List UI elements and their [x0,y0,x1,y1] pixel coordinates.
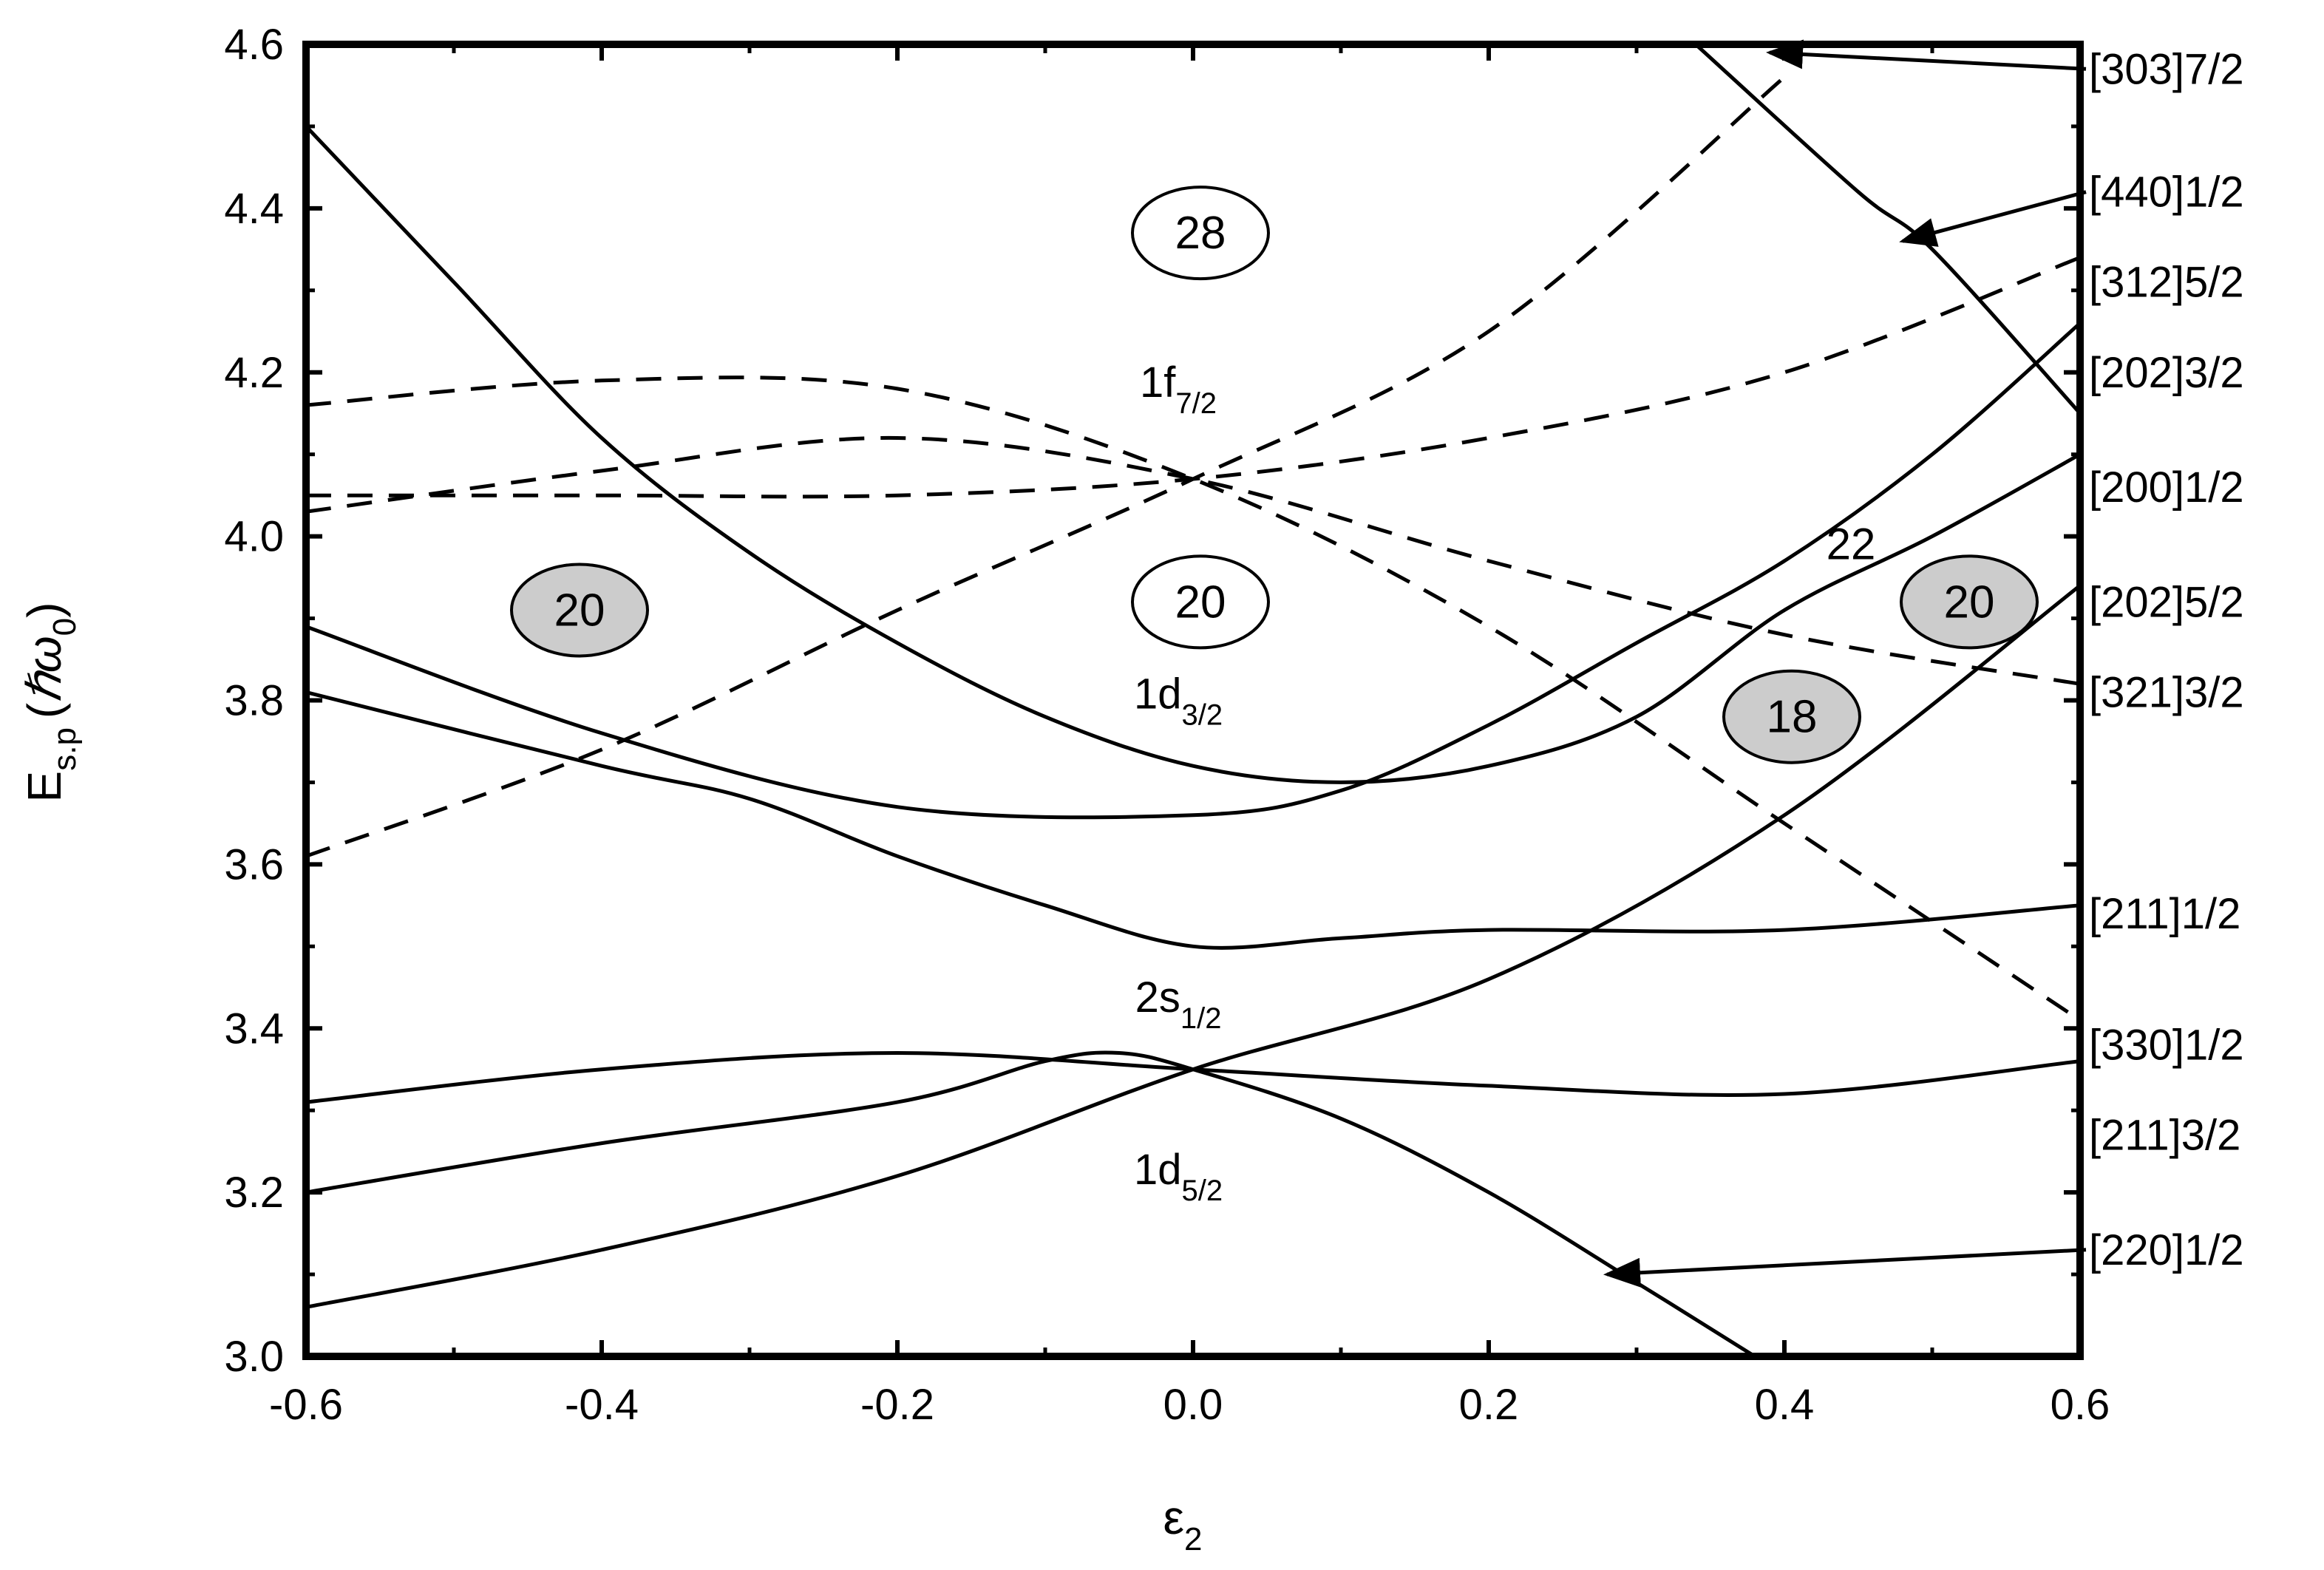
svg-text:28: 28 [1175,208,1226,259]
nilsson-label: [321]3/2 [2089,668,2244,716]
x-tick-label: -0.6 [269,1381,343,1429]
axis-ticks [304,42,2082,1359]
x-tick-label: -0.2 [860,1381,934,1429]
nilsson-label: [440]1/2 [2089,169,2244,217]
nilsson-label: [211]3/2 [2089,1111,2240,1159]
magic-number: 20 [1900,554,2039,650]
nilsson-label: [202]3/2 [2089,349,2244,397]
y-tick-label: 4.4 [224,185,284,233]
nilsson-label: [200]1/2 [2089,463,2244,512]
magic-number: 20 [510,563,649,658]
nilsson-label: [202]5/2 [2089,578,2244,626]
nilsson-label: [312]5/2 [2089,259,2244,307]
label-arrows [1603,39,2087,1288]
label-arrow [1899,190,2087,247]
level-curve [306,1050,1756,1356]
label-arrow [1766,39,2087,71]
svg-text:18: 18 [1767,692,1818,743]
y-tick-label: 3.2 [224,1169,284,1217]
x-tick-label: 0.4 [1755,1381,1815,1429]
nilsson-label: [303]7/2 [2089,45,2244,93]
y-tick-label: 3.6 [224,840,284,888]
magic-number: 28 [1131,186,1270,281]
level-curve [306,584,2080,1309]
y-axis-label: Es.p(ℏω0) [18,602,83,803]
orbital-label: 2s1/2 [1135,973,1222,1035]
svg-text:20: 20 [554,585,605,636]
magic-number: 18 [1722,669,1861,764]
orbital-label: 1f7/2 [1140,358,1217,420]
svg-text:20: 20 [1175,577,1226,628]
y-tick-label: 3.8 [224,677,284,725]
level-curve [306,75,1786,858]
magic-number: 20 [1131,554,1270,650]
x-tick-label: -0.4 [565,1381,639,1429]
y-tick-labels: 3.0 3.2 3.4 3.6 3.8 4.0 4.2 4.4 4.6 [224,21,284,1381]
level-curve [306,125,2080,784]
x-tick-label: 0.0 [1163,1381,1223,1429]
nilsson-label: [211]1/2 [2089,890,2240,938]
level-curve [306,375,2080,1022]
y-tick-label: 4.6 [224,21,284,69]
orbital-labels: 1f7/2 1d3/2 2s1/2 1d5/2 [1134,358,1223,1207]
nilsson-label: [220]1/2 [2089,1226,2244,1274]
level-curve [306,256,2080,499]
orbital-label: 1d3/2 [1134,670,1223,732]
level-curves [306,44,2080,1356]
nilsson-label: [330]1/2 [2089,1021,2244,1069]
magic-number-labels: 28 20 20 20 18 [510,186,2039,764]
label-arrow [1603,1248,2087,1288]
x-axis-label: ε2 [1163,1491,1202,1557]
x-tick-labels: -0.6 -0.4 -0.2 0.0 0.2 0.4 0.6 [269,1381,2110,1429]
level-curve [306,322,2080,820]
y-tick-label: 4.0 [224,513,284,561]
annotation-label: 22 [1827,520,1876,569]
annotations: 22 [1827,520,1876,569]
x-tick-label: 0.6 [2051,1381,2110,1429]
y-tick-label: 3.4 [224,1005,284,1053]
level-curve [1694,44,2080,415]
orbital-label: 1d5/2 [1134,1146,1223,1207]
level-curve [306,435,2080,686]
y-tick-label: 4.2 [224,349,284,397]
svg-text:20: 20 [1944,577,1995,628]
x-tick-label: 0.2 [1459,1381,1519,1429]
level-curve [306,1050,2080,1104]
level-curve [306,690,2080,950]
y-tick-label: 3.0 [224,1333,284,1381]
nilsson-labels: [303]7/2 [440]1/2 [312]5/2 [202]3/2 [200]1/2… [2089,45,2244,1274]
